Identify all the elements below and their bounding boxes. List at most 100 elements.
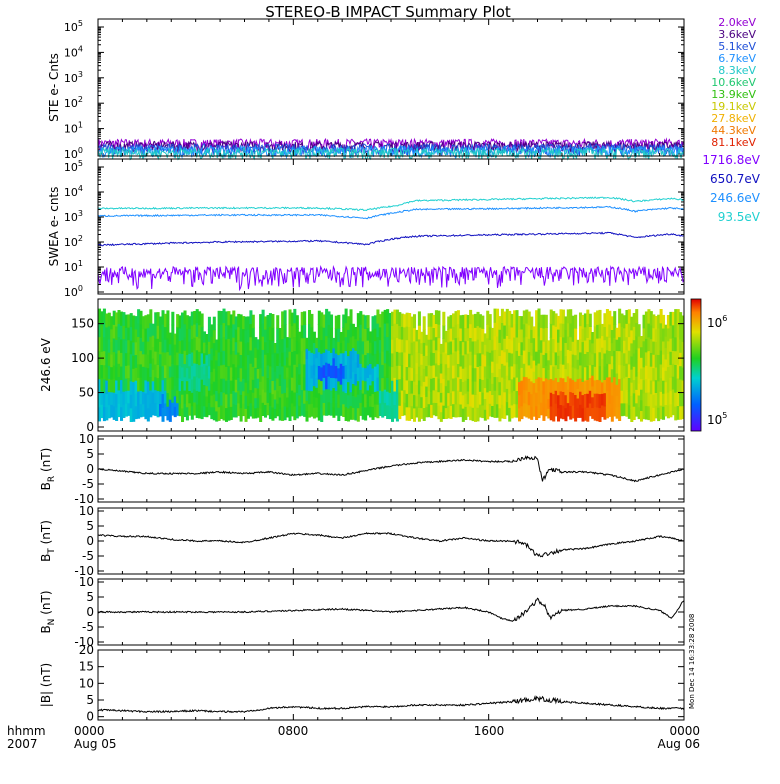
heatmap-cell	[212, 316, 216, 331]
heatmap-cell	[232, 390, 236, 405]
heatmap-cell	[481, 341, 485, 355]
heatmap-cell	[308, 336, 312, 351]
heatmap-cell	[217, 351, 221, 367]
heatmap-cell	[508, 393, 512, 408]
heatmap-cell	[183, 376, 187, 391]
heatmap-cell	[586, 337, 590, 352]
heatmap-cell	[488, 314, 492, 328]
heatmap-cell	[327, 311, 331, 325]
heatmap-cell	[305, 389, 309, 401]
heatmap-cell	[239, 354, 243, 369]
heatmap-cell	[151, 380, 155, 393]
heatmap-cell	[637, 383, 641, 396]
heatmap-cell	[549, 337, 553, 352]
heatmap-cell	[393, 363, 397, 378]
heatmap-cell	[496, 390, 500, 405]
y-tick-label: 50	[79, 386, 94, 400]
heatmap-cell	[288, 323, 292, 338]
heatmap-cell	[188, 365, 192, 379]
heatmap-cell	[290, 325, 294, 339]
heatmap-cell	[188, 353, 192, 367]
heatmap-cell	[549, 378, 553, 393]
heatmap-cell	[642, 314, 646, 329]
heatmap-cell	[515, 310, 519, 325]
heatmap-cell	[437, 364, 441, 379]
panel-frame	[97, 649, 685, 721]
heatmap-cell	[330, 352, 334, 366]
heatmap-cell	[217, 324, 221, 339]
heatmap-cell	[676, 336, 680, 351]
heatmap-cell	[571, 341, 575, 355]
heatmap-cell	[664, 393, 668, 405]
heatmap-cell	[542, 327, 546, 342]
heatmap-cell	[337, 367, 341, 382]
heatmap-cell	[491, 361, 495, 373]
heatmap-cell	[496, 403, 500, 418]
heatmap-cell	[176, 326, 180, 340]
heatmap-cell	[122, 338, 126, 353]
heatmap-cell	[552, 393, 556, 408]
heatmap-cell	[351, 323, 355, 337]
heatmap-cell	[544, 365, 548, 379]
heatmap-cell	[217, 379, 221, 394]
heatmap-cell	[278, 328, 282, 341]
heatmap-cell	[601, 323, 605, 337]
heatmap-cell	[679, 325, 683, 340]
heatmap-cell	[554, 377, 558, 391]
heatmap-cell	[317, 406, 321, 421]
heatmap-cell	[288, 337, 292, 352]
heatmap-cell	[539, 389, 543, 403]
heatmap-cell	[327, 388, 331, 403]
heatmap-cell	[596, 324, 600, 339]
heatmap-cell	[149, 403, 153, 418]
heatmap-cell	[500, 349, 504, 364]
y-tick-label: 102	[64, 234, 83, 249]
heatmap-cell	[532, 337, 536, 350]
heatmap-cell	[195, 309, 199, 324]
heatmap-cell	[312, 374, 316, 387]
heatmap-cell	[290, 351, 294, 365]
heatmap-cell	[122, 364, 126, 379]
y-tick-label: 10	[79, 575, 94, 589]
heatmap-cell	[183, 350, 187, 364]
panel-frame	[97, 507, 685, 575]
heatmap-cell	[625, 389, 629, 404]
heatmap-cell	[200, 326, 204, 341]
heatmap-cell	[491, 350, 495, 362]
heatmap-cell	[579, 338, 583, 353]
heatmap-cell	[381, 338, 385, 352]
heatmap-cell	[591, 364, 595, 376]
heatmap-cell	[408, 380, 412, 395]
heatmap-cell	[205, 365, 209, 376]
heatmap-cell	[168, 365, 172, 378]
heatmap-cell	[178, 315, 182, 329]
heatmap-cell	[112, 365, 116, 380]
heatmap-cell	[486, 351, 490, 366]
heatmap-cell	[559, 363, 563, 378]
heatmap-cell	[278, 385, 282, 398]
heatmap-cell	[669, 338, 673, 352]
heatmap-cell	[185, 367, 189, 382]
heatmap-cell	[442, 311, 446, 326]
heatmap-cell	[657, 367, 661, 382]
heatmap-cell	[478, 391, 482, 405]
heatmap-cell	[256, 397, 260, 408]
heatmap-cell	[415, 373, 419, 385]
heatmap-cell	[330, 377, 334, 391]
heatmap-cell	[283, 351, 287, 366]
heatmap-cell	[498, 329, 502, 343]
heatmap-cell	[251, 314, 255, 329]
heatmap-cell	[300, 311, 304, 326]
heatmap-cell	[437, 351, 441, 366]
heatmap-cell	[539, 402, 543, 416]
heatmap-cell	[251, 379, 255, 393]
heatmap-cell	[325, 308, 329, 323]
heatmap-cell	[544, 390, 548, 404]
heatmap-cell	[141, 366, 145, 380]
heatmap-cell	[491, 372, 495, 384]
heatmap-cell	[124, 327, 128, 341]
heatmap-cell	[603, 379, 607, 394]
heatmap-cell	[264, 354, 268, 368]
heatmap-cell	[320, 339, 324, 354]
heatmap-cell	[317, 365, 321, 380]
